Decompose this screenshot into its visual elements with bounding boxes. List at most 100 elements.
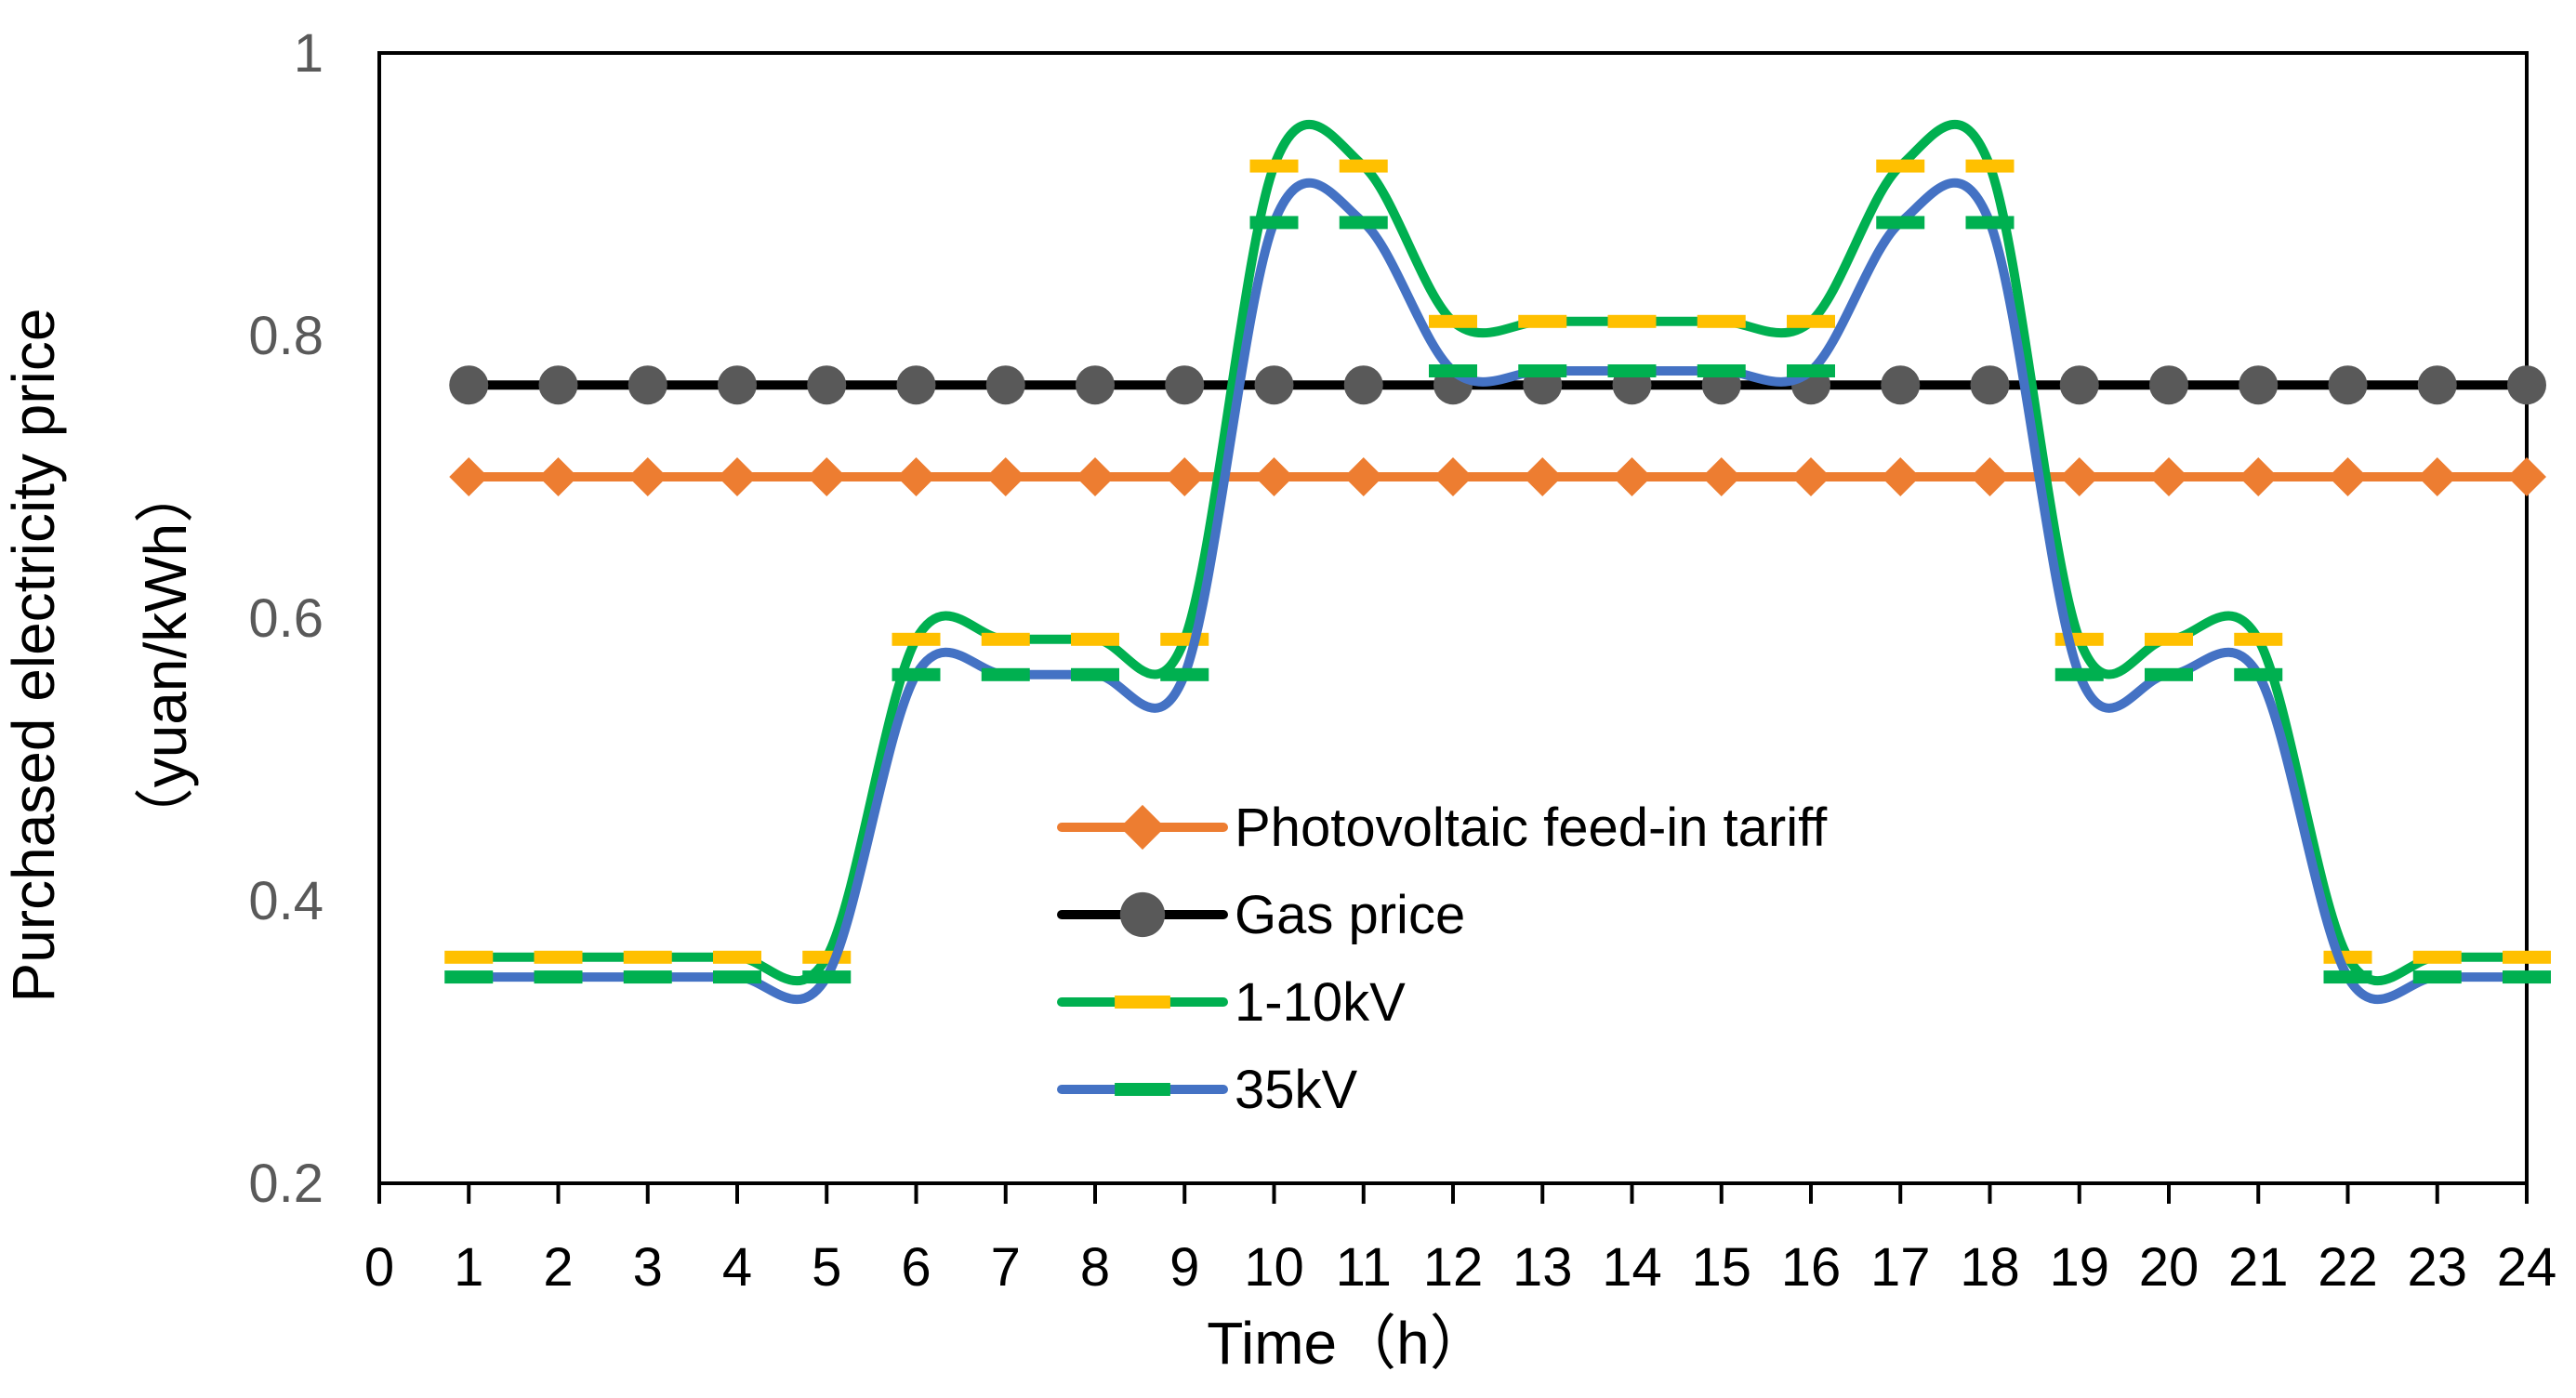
series-0 [449,457,2546,496]
y-tick-label: 0.2 [248,1154,324,1214]
series-1 [449,365,2546,405]
x-tick-label: 12 [1423,1237,1484,1298]
data-point [2507,365,2546,405]
data-point [2503,970,2551,984]
x-tick-label: 19 [2049,1237,2109,1298]
data-point [1697,314,1746,328]
data-point [802,970,852,984]
legend-item: 35kV [1057,1060,1358,1120]
data-point [807,365,847,405]
data-point [627,457,667,496]
data-point [1254,457,1294,496]
data-point [718,457,757,496]
x-tick-label: 17 [1870,1237,1931,1298]
data-point [1518,364,1567,377]
data-point [1518,314,1567,328]
y-axis-title: Purchased electricity price [0,309,67,1003]
data-point [1249,216,1299,230]
data-point [985,457,1025,496]
x-tick-label: 7 [991,1237,1021,1298]
legend-label: 1-10kV [1235,972,1406,1033]
data-point [2054,667,2104,681]
y-tick-label: 0.4 [248,871,324,931]
data-point [1881,457,1921,496]
legend-item: Photovoltaic feed-in tariff [1057,798,1828,858]
data-point [1160,632,1209,646]
legend-swatch-marker [1119,891,1166,938]
data-point [985,365,1025,405]
axes-group: 0.20.40.60.810 1 2 3 4 5 6 7 8 9 10 11 12 13 14 15 16 17 1… [248,23,2556,1298]
x-tick-label: 10 [1244,1237,1304,1298]
legend-item: Gas price [1057,885,1465,945]
data-point [538,457,578,496]
data-point [2059,365,2099,405]
data-point [623,950,672,964]
data-point [1339,159,1388,173]
data-point [718,365,757,405]
data-point [1433,457,1473,496]
data-point [1876,216,1925,230]
x-tick-label: 14 [1602,1237,1662,1298]
data-point [2323,950,2372,964]
data-point [713,970,761,984]
data-point [892,632,941,646]
data-point [534,970,583,984]
x-tick-label: 4 [722,1237,752,1298]
data-point [892,667,941,681]
x-tick-label: 8 [1080,1237,1110,1298]
data-point [2323,970,2372,984]
data-point [1429,314,1477,328]
data-point [449,365,489,405]
y-tick-label: 1 [294,23,324,84]
data-point [1339,216,1388,230]
data-point [1970,457,2010,496]
data-point [1071,667,1119,681]
series-3 [444,178,2551,1005]
data-point [534,950,583,964]
data-point [1701,457,1741,496]
data-point [802,950,852,964]
x-tick-label: 20 [2139,1237,2200,1298]
data-point [1165,457,1205,496]
data-point [623,970,672,984]
data-point [1165,365,1205,405]
data-point [1071,632,1119,646]
legend-label: 35kV [1235,1060,1358,1120]
data-point [1343,365,1383,405]
data-point [1612,457,1652,496]
data-point [1607,314,1657,328]
data-point [2412,950,2462,964]
data-point [1787,314,1835,328]
x-tick-label: 15 [1691,1237,1751,1298]
data-point [896,457,936,496]
data-point [2412,970,2462,984]
data-point [2239,457,2279,496]
data-point [2234,632,2283,646]
legend-item: 1-10kV [1057,972,1406,1033]
legend-swatch-marker [1115,996,1170,1009]
data-point [444,950,494,964]
data-point [2149,365,2188,405]
data-point [1429,364,1477,377]
data-point [1970,365,2010,405]
data-point [896,365,936,405]
data-point [1697,364,1746,377]
data-point [2328,365,2368,405]
data-point [713,950,761,964]
data-point [2059,457,2099,496]
series-group [444,119,2551,1005]
data-point [2145,632,2193,646]
y-axis-unit: （yuan/kWh） [132,464,199,848]
x-tick-label: 18 [1960,1237,2020,1298]
x-tick-label: 21 [2228,1237,2289,1298]
data-point [2149,457,2188,496]
x-tick-label: 13 [1513,1237,1573,1298]
data-point [1076,365,1115,405]
data-point [1254,365,1294,405]
x-tick-label: 11 [1336,1237,1392,1298]
y-tick-label: 0.8 [248,306,324,366]
data-point [981,667,1030,681]
